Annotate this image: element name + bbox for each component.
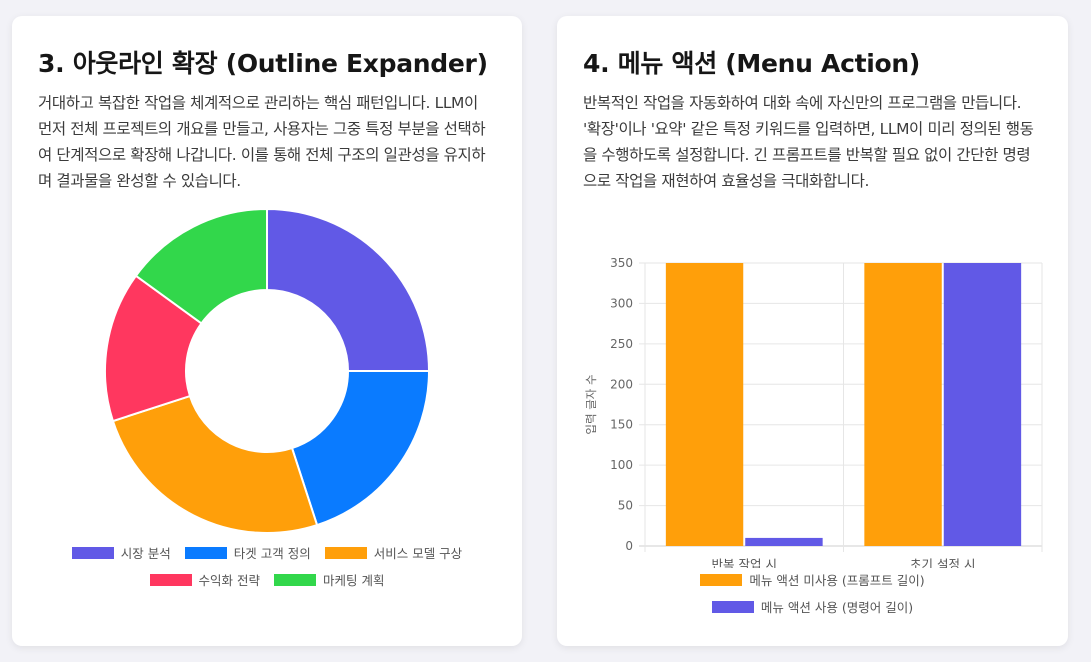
y-tick-label: 350 xyxy=(610,256,633,270)
donut-legend: 시장 분석 타겟 고객 정의 서비스 모델 구상 수익화 전략 마케팅 계획 xyxy=(12,543,522,597)
bar-legend-item[interactable]: 메뉴 액션 미사용 (프롬프트 길이) xyxy=(700,570,925,589)
legend-swatch xyxy=(711,600,754,613)
legend-swatch xyxy=(184,546,227,559)
legend-swatch xyxy=(274,573,316,586)
donut-slice[interactable] xyxy=(134,207,268,325)
y-tick-label: 0 xyxy=(625,539,633,553)
donut-slice[interactable] xyxy=(290,370,431,527)
legend-label: 메뉴 액션 미사용 (프롬프트 길이) xyxy=(749,573,925,588)
legend-label: 마케팅 계획 xyxy=(323,573,385,588)
legend-swatch xyxy=(149,573,192,586)
y-axis-label: 입력 글자 수 xyxy=(584,374,598,434)
menu-action-title: 4. 메뉴 액션 (Menu Action) xyxy=(583,49,921,78)
outline-expander-card: 3. 아웃라인 확장 (Outline Expander) 거대하고 복잡한 작… xyxy=(12,16,522,646)
bar[interactable] xyxy=(665,263,744,546)
legend-swatch xyxy=(324,546,367,559)
y-tick-label: 200 xyxy=(610,377,633,391)
donut-legend-item[interactable]: 서비스 모델 구상 xyxy=(324,543,463,562)
bar[interactable] xyxy=(864,263,942,546)
bar-legend-item[interactable]: 메뉴 액션 사용 (명령어 길이) xyxy=(711,597,914,616)
donut-slice[interactable] xyxy=(111,394,319,534)
bar-chart: 0 50 100 150 200 250 300 350 반복 작업 시 초기 설정 시 입력 글자… xyxy=(584,256,1043,568)
donut-legend-item[interactable]: 시장 분석 xyxy=(71,543,171,562)
legend-label: 타겟 고객 정의 xyxy=(233,546,311,561)
outline-expander-description: 거대하고 복잡한 작업을 체계적으로 관리하는 핵심 패턴입니다. LLM이 먼… xyxy=(38,94,486,190)
x-tick-label: 반복 작업 시 xyxy=(712,557,777,568)
legend-swatch xyxy=(71,546,114,559)
donut-legend-item[interactable]: 마케팅 계획 xyxy=(274,570,384,589)
bar-legend: 메뉴 액션 미사용 (프롬프트 길이) 메뉴 액션 사용 (명령어 길이) xyxy=(557,570,1068,624)
legend-label: 시장 분석 xyxy=(120,546,171,561)
donut-chart xyxy=(104,207,431,534)
menu-action-description: 반복적인 작업을 자동화하여 대화 속에 자신만의 프로그램을 만듭니다. '확… xyxy=(583,94,1034,190)
menu-action-card: 4. 메뉴 액션 (Menu Action) 반복적인 작업을 자동화하여 대화… xyxy=(557,16,1068,646)
bar[interactable] xyxy=(943,263,1022,546)
legend-label: 서비스 모델 구상 xyxy=(373,546,463,561)
x-tick-label: 초기 설정 시 xyxy=(910,557,975,568)
donut-legend-item[interactable]: 수익화 전략 xyxy=(149,570,260,589)
legend-label: 수익화 전략 xyxy=(198,573,260,588)
y-tick-label: 150 xyxy=(610,418,633,432)
bar[interactable] xyxy=(745,537,823,546)
y-tick-label: 50 xyxy=(618,499,633,513)
y-tick-label: 300 xyxy=(610,296,633,310)
legend-label: 메뉴 액션 사용 (명령어 길이) xyxy=(760,600,914,615)
donut-slice[interactable] xyxy=(266,207,431,372)
donut-legend-item[interactable]: 타겟 고객 정의 xyxy=(184,543,311,562)
legend-swatch xyxy=(700,573,743,586)
y-tick-label: 100 xyxy=(610,458,633,472)
y-tick-label: 250 xyxy=(610,337,633,351)
outline-expander-title: 3. 아웃라인 확장 (Outline Expander) xyxy=(38,49,488,78)
